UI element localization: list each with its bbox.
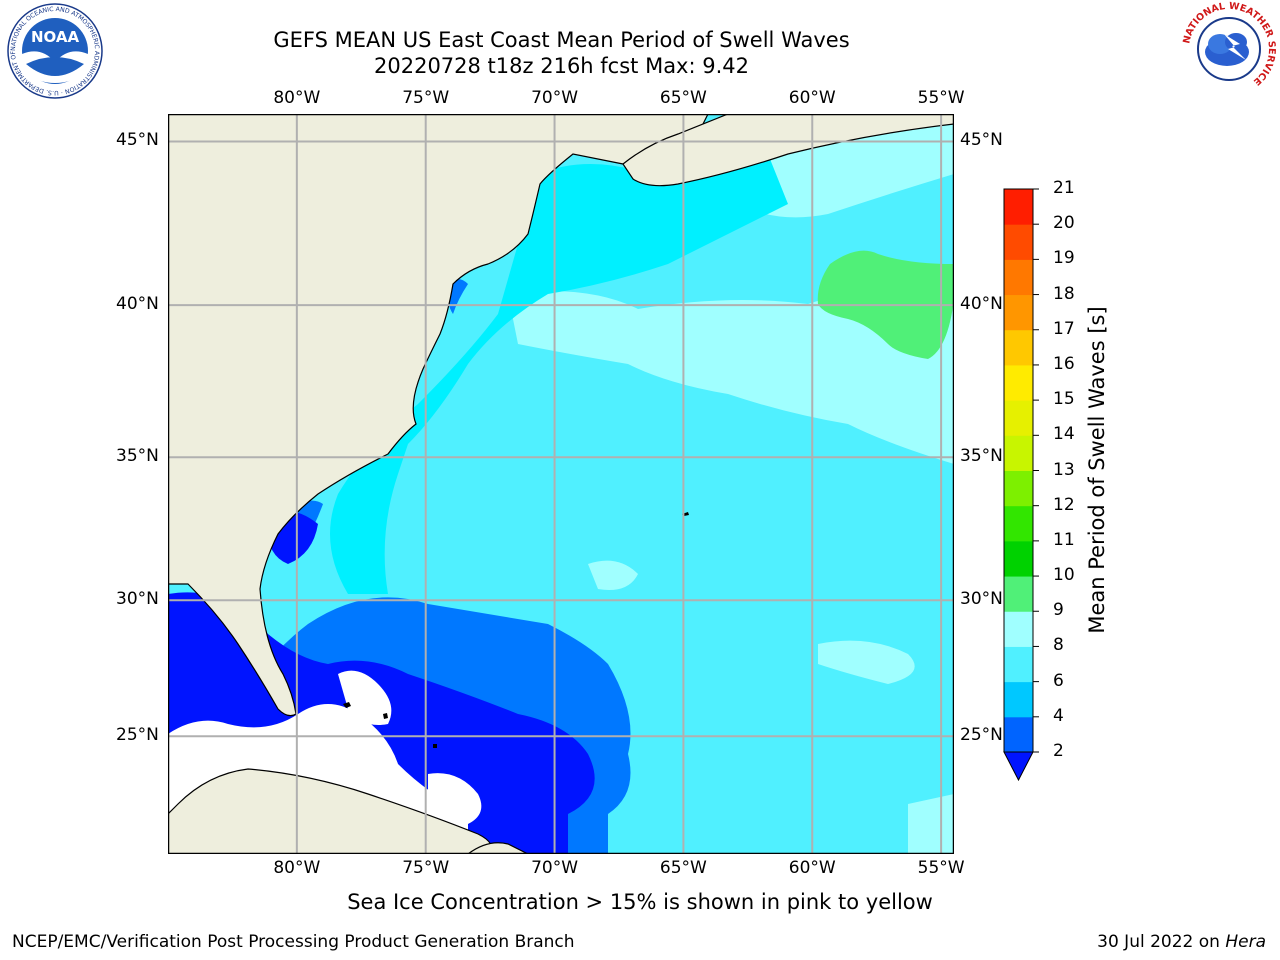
land-cuba xyxy=(168,768,492,854)
colorbar-bin xyxy=(1004,505,1033,542)
lon-tick-label: 70°W xyxy=(531,858,579,878)
colorbar-bin xyxy=(1004,646,1033,683)
colorbar-bin xyxy=(1004,716,1033,753)
colorbar-bin xyxy=(1004,540,1033,577)
colorbar-bin xyxy=(1004,189,1033,225)
svg-text:NOAA: NOAA xyxy=(31,28,80,46)
colorbar-tick-label: 2 xyxy=(1053,741,1064,761)
colorbar-bin xyxy=(1004,576,1033,612)
colorbar xyxy=(1003,188,1039,782)
colorbar-tick-label: 16 xyxy=(1053,353,1075,374)
lon-tick-label: 75°W xyxy=(402,858,450,878)
lat-tick-label: 45°N xyxy=(960,130,1003,151)
colorbar-bin xyxy=(1004,470,1033,507)
lon-tick-label: 80°W xyxy=(273,88,321,108)
lat-tick-label: 30°N xyxy=(116,589,159,610)
colorbar-tick-label: 10 xyxy=(1053,565,1075,586)
colorbar-tick-label: 9 xyxy=(1053,600,1064,621)
colorbar-bin xyxy=(1004,435,1033,471)
colorbar-tick-label: 11 xyxy=(1053,529,1075,550)
lon-tick-label: 60°W xyxy=(788,88,836,108)
lon-tick-label: 80°W xyxy=(273,858,321,878)
colorbar-bin xyxy=(1004,294,1033,331)
map-title: GEFS MEAN US East Coast Mean Period of S… xyxy=(273,28,850,52)
colorbar-bin xyxy=(1004,611,1033,647)
lon-tick-label: 60°W xyxy=(788,858,836,878)
colorbar-bin xyxy=(1004,681,1033,718)
colorbar-bin xyxy=(1004,329,1033,366)
colorbar-bin xyxy=(1004,224,1033,260)
colorbar-tick-label: 6 xyxy=(1053,670,1064,691)
lat-tick-label: 40°N xyxy=(116,294,159,315)
lat-tick-label: 35°N xyxy=(960,446,1003,467)
land-nova-scotia xyxy=(622,114,954,187)
colorbar-extend-triangle xyxy=(1003,751,1034,782)
colorbar-tick-label: 12 xyxy=(1053,494,1075,515)
map-subtitle: 20220728 t18z 216h fcst Max: 9.42 xyxy=(374,54,749,78)
lon-tick-label: 65°W xyxy=(659,858,707,878)
lat-tick-label: 30°N xyxy=(960,589,1003,610)
colorbar-tick-label: 14 xyxy=(1053,424,1075,445)
colorbar-tick-label: 19 xyxy=(1053,248,1075,269)
lat-tick-label: 45°N xyxy=(116,130,159,151)
credit-branch: NCEP/EMC/Verification Post Processing Pr… xyxy=(12,932,575,952)
colorbar-tick-label: 21 xyxy=(1053,178,1075,198)
sea-ice-footnote: Sea Ice Concentration > 15% is shown in … xyxy=(347,890,933,914)
credit-date: 30 Jul 2022 on Hera xyxy=(1097,932,1266,952)
lon-tick-label: 55°W xyxy=(917,858,965,878)
lon-tick-label: 75°W xyxy=(402,88,450,108)
map-gridlines xyxy=(168,114,954,854)
colorbar-tick-label: 13 xyxy=(1053,459,1075,480)
swell-period-map xyxy=(168,114,954,854)
colorbar-tick-label: 18 xyxy=(1053,283,1075,304)
colorbar-tick-label: 8 xyxy=(1053,635,1064,656)
nws-logo: NATIONAL WEATHER SERVICE xyxy=(1181,1,1277,96)
lon-tick-label: 65°W xyxy=(659,88,707,108)
noaa-logo: NATIONAL OCEANIC AND ATMOSPHERIC ADMINIS… xyxy=(6,2,103,99)
colorbar-tick-label: 4 xyxy=(1053,705,1064,726)
colorbar-tick-label: 17 xyxy=(1053,318,1075,339)
lat-tick-label: 25°N xyxy=(960,725,1003,746)
lat-tick-label: 40°N xyxy=(960,294,1003,315)
lon-tick-label: 70°W xyxy=(531,88,579,108)
colorbar-tick-label: 15 xyxy=(1053,389,1075,410)
colorbar-bin xyxy=(1004,400,1033,436)
lon-tick-label: 55°W xyxy=(917,88,965,108)
lat-tick-label: 25°N xyxy=(116,725,159,746)
colorbar-tick-label: 20 xyxy=(1053,213,1075,234)
colorbar-bin xyxy=(1004,259,1033,296)
colorbar-bin xyxy=(1004,364,1033,401)
lat-tick-label: 35°N xyxy=(116,446,159,467)
colorbar-label: Mean Period of Swell Waves [s] xyxy=(1085,306,1109,634)
land-hispaniola xyxy=(466,842,529,854)
swell-8-9-region xyxy=(508,274,954,464)
